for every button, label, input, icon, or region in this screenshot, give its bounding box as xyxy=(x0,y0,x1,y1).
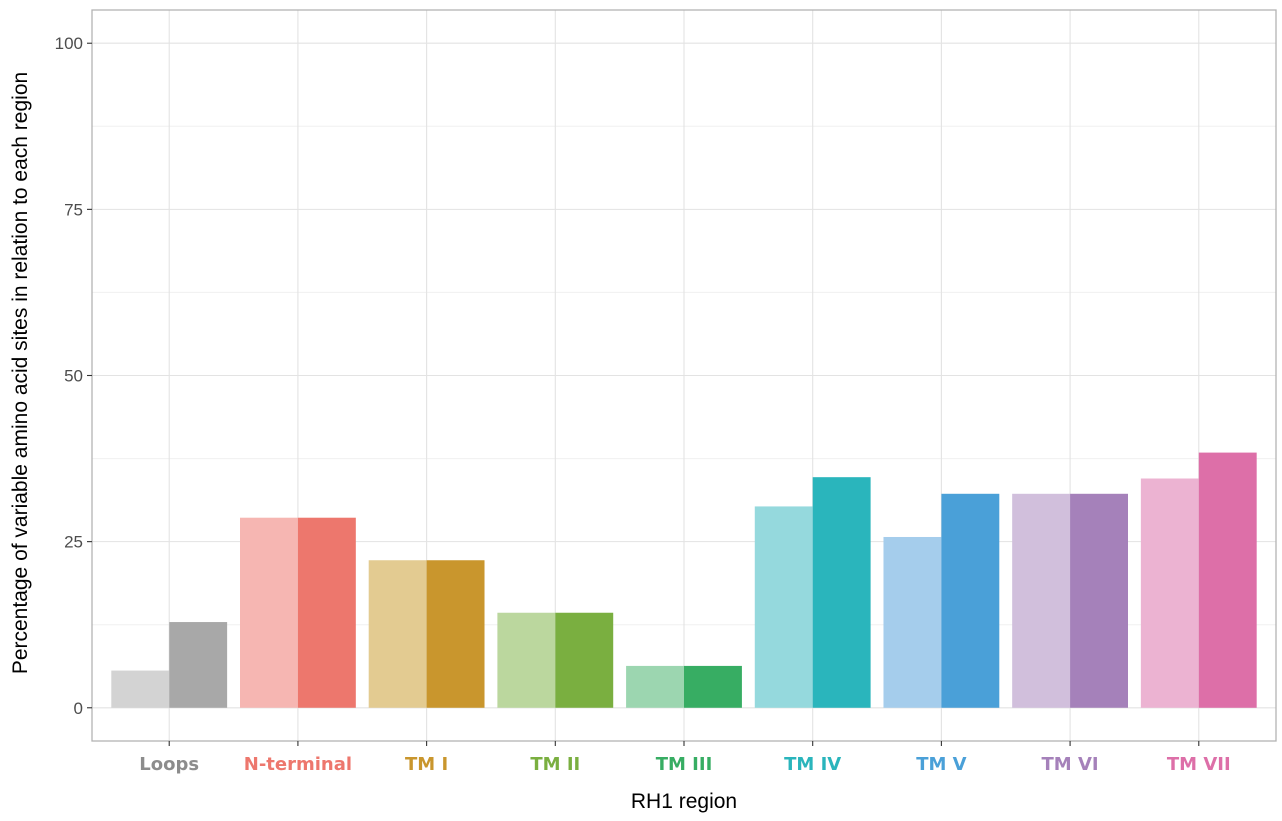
y-tick-label: 75 xyxy=(64,200,83,219)
y-tick-label: 25 xyxy=(64,533,83,552)
bar-tm-i-2 xyxy=(426,560,485,708)
x-tick-label: TM II xyxy=(530,754,580,775)
x-tick-label: TM VII xyxy=(1167,754,1231,775)
bar-tm-ii-1 xyxy=(497,612,556,708)
x-axis-ticks: Loops N-terminal TM I TM II TM III TM IV TM V T… xyxy=(139,741,1231,775)
bar-tm-vii-1 xyxy=(1140,478,1199,708)
y-axis-ticks: 0 25 50 75 100 xyxy=(55,34,92,718)
bar-n-terminal-2 xyxy=(297,517,356,708)
bar-tm-i-1 xyxy=(368,560,427,708)
bar-tm-iii-1 xyxy=(626,665,684,708)
y-tick-label: 100 xyxy=(55,34,83,53)
bar-tm-vi-2 xyxy=(1070,493,1128,708)
bar-tm-iii-2 xyxy=(684,665,742,708)
bar-n-terminal-1 xyxy=(240,517,298,708)
bar-tm-ii-2 xyxy=(555,612,614,708)
x-tick-label: TM VI xyxy=(1042,754,1099,775)
y-tick-label: 0 xyxy=(74,699,83,718)
y-tick-label: 50 xyxy=(64,367,83,386)
bar-tm-vi-1 xyxy=(1012,493,1071,708)
bar-tm-vii-2 xyxy=(1198,452,1257,708)
bar-loops-2 xyxy=(169,622,228,708)
x-tick-label: TM IV xyxy=(784,754,841,775)
bar-loops-1 xyxy=(111,670,170,708)
x-tick-label: Loops xyxy=(139,754,199,775)
x-axis-title: RH1 region xyxy=(631,790,737,813)
x-tick-label: TM III xyxy=(656,754,713,775)
y-axis-title: Percentage of variable amino acid sites … xyxy=(9,72,32,674)
x-tick-label: TM I xyxy=(405,754,448,775)
bar-tm-v-2 xyxy=(941,493,1000,708)
bar-tm-iv-1 xyxy=(754,506,813,708)
bars xyxy=(111,452,1257,708)
x-tick-label: N-terminal xyxy=(244,754,352,775)
bar-tm-v-1 xyxy=(883,536,942,708)
bar-tm-iv-2 xyxy=(812,477,871,708)
x-tick-label: TM V xyxy=(916,754,966,775)
